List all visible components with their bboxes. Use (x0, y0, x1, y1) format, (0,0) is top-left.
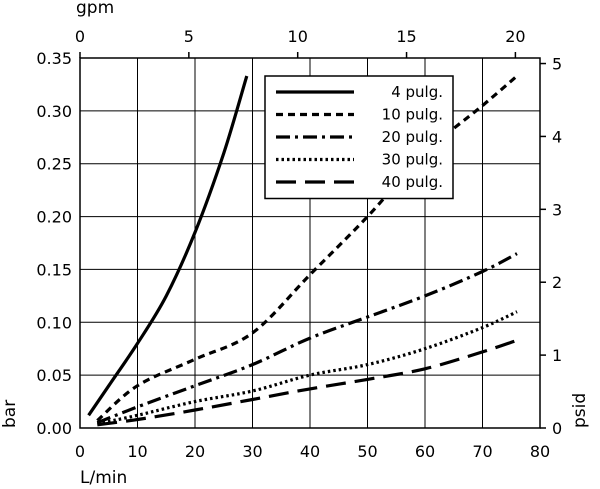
right-tick-label: 1 (552, 346, 562, 365)
series-lines (87, 74, 519, 427)
legend-label-5: 40 pulg. (382, 173, 443, 191)
tick-labels: 0 10 20 30 40 50 60 70 800.000.050.100.150.200.2… (36, 27, 562, 461)
plot-border (79, 57, 541, 429)
x-tick-label: 40 (300, 442, 320, 461)
plot-frame (79, 52, 546, 429)
right-tick-label: 2 (552, 273, 562, 292)
right-tick-label: 5 (552, 55, 562, 74)
top-tick-label: 0 (75, 27, 85, 46)
x-tick-label: 20 (185, 442, 205, 461)
legend-label-4: 30 pulg. (382, 151, 443, 169)
x-tick-label: 10 (127, 442, 147, 461)
y-tick-label: 0.05 (36, 366, 72, 385)
x-tick-label: 80 (530, 442, 550, 461)
x-tick-label: 0 (75, 442, 85, 461)
right-tick-label: 0 (552, 419, 562, 438)
y-tick-label: 0.15 (36, 260, 72, 279)
y-tick-label: 0.25 (36, 155, 72, 174)
series-line-3 (96, 252, 518, 425)
y-tick-label: 0.30 (36, 102, 72, 121)
y-tick-label: 0.10 (36, 313, 72, 332)
legend-label-1: 4 pulg. (391, 83, 443, 101)
series-line-5 (97, 338, 518, 427)
x-tick-label: 50 (357, 442, 377, 461)
legend-label-3: 20 pulg. (382, 128, 443, 146)
y-axis-title: bar (0, 400, 20, 428)
series-line-1 (87, 75, 249, 417)
y-tick-label: 0.35 (36, 49, 72, 68)
top-tick-label: 10 (288, 27, 308, 46)
y-tick-label: 0.20 (36, 208, 72, 227)
top-tick-label: 15 (396, 27, 416, 46)
right-tick-label: 4 (552, 127, 562, 146)
x-axis-title: L/min (80, 468, 127, 488)
right-tick-label: 3 (552, 200, 562, 219)
top-axis-title: gpm (76, 0, 114, 18)
x-tick-label: 60 (415, 442, 435, 461)
y-tick-label: 0.00 (36, 419, 72, 438)
top-tick-label: 20 (505, 27, 525, 46)
legend: 4 pulg. 10 pulg. 20 pulg. 30 pulg. 40 pulg. (264, 75, 454, 200)
x-tick-label: 30 (242, 442, 262, 461)
right-axis-title: psid (570, 393, 590, 428)
top-tick-label: 5 (184, 27, 194, 46)
legend-label-2: 10 pulg. (382, 106, 443, 124)
x-tick-label: 70 (472, 442, 492, 461)
series-line-4 (96, 310, 518, 426)
